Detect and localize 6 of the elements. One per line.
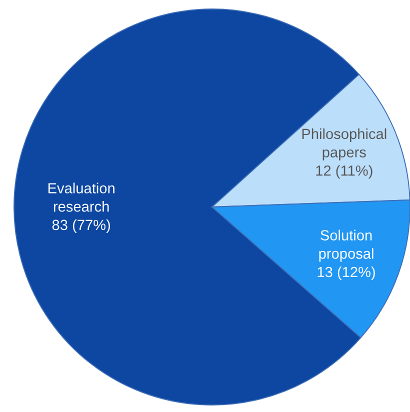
data-label: 12 (11%) (316, 165, 372, 179)
data-label: 13 (12%) (318, 266, 375, 280)
slice-label: Philosophical papers (302, 128, 386, 160)
slice-label: Solution proposal (319, 230, 374, 262)
data-label: 83 (77%) (52, 219, 110, 233)
slice-label: Evaluation research (48, 182, 114, 212)
